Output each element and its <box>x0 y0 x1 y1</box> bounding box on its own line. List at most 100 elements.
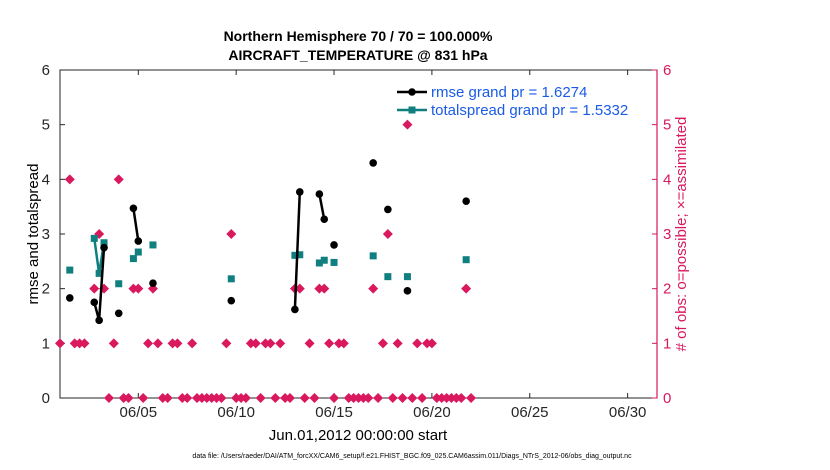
obs-possible-marker <box>382 229 393 239</box>
y-right-tick-label: 1 <box>663 335 671 352</box>
obs-possible-marker <box>417 393 428 403</box>
obs-possible-marker <box>368 283 379 294</box>
obs-possible-marker <box>402 119 413 130</box>
x-tick-label: 06/05 <box>120 404 158 421</box>
obs-possible-marker <box>363 393 374 403</box>
obs-possible-marker <box>123 393 134 403</box>
obs-possible-marker <box>64 174 75 185</box>
plot-area <box>59 69 658 399</box>
chart-title-line1: Northern Hemisphere 70 / 70 = 100.000% <box>224 28 493 44</box>
y-right-tick-label: 5 <box>663 117 671 134</box>
rmse-marker <box>315 190 324 198</box>
obs-possible-marker <box>392 338 403 349</box>
spread-marker <box>462 256 470 264</box>
rmse-marker <box>227 296 236 305</box>
obs-possible-marker <box>387 393 398 403</box>
legend-rmse-marker <box>408 88 416 96</box>
obs-possible-marker <box>138 393 149 403</box>
y-left-tick-label: 2 <box>42 281 50 298</box>
y-right-tick-label: 2 <box>663 281 671 298</box>
obs-possible-marker <box>324 338 335 349</box>
rmse-marker <box>65 294 74 302</box>
legend-spread-label: totalspread grand pr = 1.5332 <box>431 102 628 119</box>
spread-marker <box>95 269 103 277</box>
obs-possible-marker <box>265 338 276 349</box>
x-axis: 06/05 06/10 06/15 06/20 06/25 06/30 <box>120 70 647 421</box>
obs-possible-marker <box>284 393 295 403</box>
rmse-marker <box>330 241 338 249</box>
rmse-marker <box>462 197 470 205</box>
y-axis-right-label: # of obs: o=possible; ×=assimilated <box>673 117 690 352</box>
obs-possible-marker <box>108 338 119 349</box>
spread-marker <box>291 251 299 259</box>
obs-possible-marker <box>329 393 340 403</box>
spread-marker <box>369 252 377 260</box>
rmse-marker <box>295 188 304 196</box>
obs-possible-marker <box>309 393 320 403</box>
y-axis-left-label: rmse and totalspread <box>25 164 42 305</box>
spread-marker <box>100 239 108 247</box>
rmse-marker <box>100 243 108 252</box>
y-right-tick-label: 6 <box>663 62 671 79</box>
x-tick-label: 06/25 <box>511 404 549 421</box>
y-left-tick-label: 3 <box>42 226 50 243</box>
obs-possible-marker <box>162 393 173 403</box>
rmse-marker <box>90 298 99 307</box>
y-right-tick-label: 4 <box>663 171 671 188</box>
obs-possible-marker <box>319 283 330 294</box>
obs-possible-marker <box>182 393 193 403</box>
obs-possible-marker <box>456 393 467 403</box>
spread-marker <box>384 273 392 281</box>
x-axis-label: Jun.01,2012 00:00:00 start <box>269 427 448 444</box>
y-right-tick-label: 3 <box>663 226 671 243</box>
rmse-line-segment <box>318 193 326 220</box>
y-left-tick-label: 4 <box>42 171 50 188</box>
obs-possible-marker <box>147 283 158 294</box>
obs-possible-marker <box>397 393 408 403</box>
obs-possible-series <box>55 119 477 403</box>
obs-possible-marker <box>466 393 477 403</box>
legend-rmse-label: rmse grand pr = 1.6274 <box>431 84 587 101</box>
obs-possible-marker <box>152 338 163 349</box>
x-tick-label: 06/30 <box>609 404 647 421</box>
y-axis-left: 0 1 2 3 4 5 6 <box>42 62 65 407</box>
rmse-marker <box>149 279 157 288</box>
y-left-tick-label: 0 <box>42 390 50 407</box>
y-left-tick-label: 6 <box>42 62 50 79</box>
obs-possible-marker <box>255 393 266 403</box>
obs-possible-marker <box>373 393 384 403</box>
spread-marker <box>296 251 304 259</box>
rmse-marker <box>384 205 392 214</box>
obs-possible-marker <box>270 393 281 403</box>
spread-marker <box>90 234 98 242</box>
obs-possible-marker <box>426 338 437 349</box>
y-left-tick-label: 1 <box>42 335 50 352</box>
footer-data-file: data file: /Users/raeder/DAI/ATM_forcXX/… <box>192 453 632 460</box>
obs-possible-marker <box>216 393 227 403</box>
obs-possible-marker <box>275 338 286 349</box>
obs-possible-marker <box>221 338 232 349</box>
spread-marker <box>149 241 157 249</box>
rmse-line-segment <box>132 208 140 242</box>
obs-possible-marker <box>89 283 100 294</box>
rmse-marker <box>320 215 329 224</box>
obs-possible-marker <box>226 229 237 239</box>
obs-possible-marker <box>461 283 472 294</box>
spread-marker <box>227 275 235 283</box>
y-right-tick-label: 0 <box>663 390 671 407</box>
spread-marker <box>134 248 142 256</box>
obs-possible-marker <box>187 338 198 349</box>
x-tick-label: 06/15 <box>315 404 353 421</box>
rmse-marker <box>369 159 377 167</box>
obs-possible-marker <box>103 393 114 403</box>
line-series <box>65 159 470 325</box>
obs-possible-marker <box>55 338 65 349</box>
rmse-marker <box>403 287 412 295</box>
obs-possible-marker <box>143 338 154 349</box>
rmse-marker <box>291 305 299 314</box>
obs-possible-marker <box>412 338 423 349</box>
x-tick-label: 06/10 <box>217 404 255 421</box>
spread-marker <box>66 266 74 274</box>
x-tick-label: 06/20 <box>413 404 451 421</box>
